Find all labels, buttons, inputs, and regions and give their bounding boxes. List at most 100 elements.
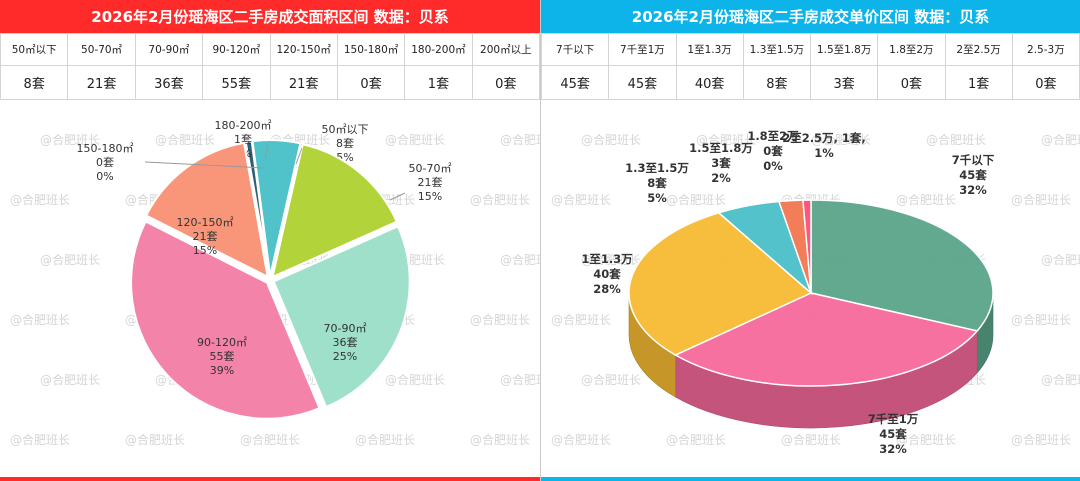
slice-label-line: 36套	[333, 336, 358, 349]
price-count-cell-3: 8套	[742, 65, 812, 100]
area-table-header-row: 50㎡以下 50-70㎡ 70-90㎡ 90-120㎡ 120-150㎡ 150-180㎡…	[0, 33, 540, 66]
slice-label-line: 90-120㎡	[197, 336, 247, 349]
watermark-text: @合肥班长	[666, 432, 726, 447]
price-header-cell-1: 7千至1万	[608, 33, 677, 66]
slice-label-line: 70-90㎡	[324, 322, 367, 335]
panel-divider	[540, 0, 541, 481]
slice-label-line: 21套	[193, 230, 218, 243]
watermark-text: @合肥班长	[470, 192, 530, 207]
watermark-text: @合肥班长	[40, 252, 100, 267]
slice-label-line: 1至1.3万	[581, 252, 633, 266]
area-header-cell-7: 200㎡以上	[471, 33, 540, 66]
slice-label-line: 3套	[711, 156, 731, 170]
area-count-cell-2: 36套	[134, 65, 204, 100]
area-panel: 2026年2月份瑶海区二手房成交面积区间 数据：贝系 50㎡以下 50-70㎡ 70…	[0, 0, 540, 481]
pie-slice	[628, 211, 813, 356]
slice-label-line: 25%	[333, 350, 357, 363]
price-count-cell-7: 0套	[1011, 65, 1080, 100]
area-table: 50㎡以下 50-70㎡ 70-90㎡ 90-120㎡ 120-150㎡ 150-180㎡…	[0, 33, 540, 100]
slice-label-line: 8套	[647, 176, 667, 190]
price-table: 7千以下 7千至1万 1至1.3万 1.3至1.5万 1.5至1.8万 1.8至2万 2至2…	[541, 33, 1080, 100]
watermark-text: @合肥班长	[666, 192, 726, 207]
leader-line	[295, 147, 303, 165]
price-table-header-row: 7千以下 7千至1万 1至1.3万 1.3至1.5万 1.5至1.8万 1.8至2万 2至2…	[541, 33, 1080, 66]
price-header-cell-2: 1至1.3万	[675, 33, 744, 66]
slice-label-line: 1%	[814, 146, 834, 160]
slice-label-line: 28%	[593, 282, 621, 296]
slice-label-line: 32%	[879, 442, 907, 456]
area-header-cell-3: 90-120㎡	[202, 33, 271, 66]
watermark-text: @合肥班长	[1041, 132, 1080, 147]
area-header-cell-2: 70-90㎡	[134, 33, 204, 66]
price-count-cell-5: 0套	[877, 65, 946, 100]
watermark-text: @合肥班长	[10, 312, 70, 327]
slice-label-line: 2%	[711, 171, 731, 185]
watermark-text: @合肥班长	[40, 372, 100, 387]
slice-label-line: 50-70㎡	[409, 162, 452, 175]
watermark-text: @合肥班长	[781, 432, 841, 447]
slice-label-line: 180-200㎡	[215, 119, 272, 132]
price-header-cell-3: 1.3至1.5万	[742, 33, 812, 66]
slice-label-line: 7千至1万	[868, 412, 919, 426]
watermark-text: @合肥班长	[500, 372, 540, 387]
price-panel: 2026年2月份瑶海区二手房成交单价区间 数据：贝系 7千以下 7千至1万 1至1.…	[541, 0, 1080, 481]
watermark-text: @合肥班长	[581, 372, 641, 387]
slice-label-line: 45套	[879, 427, 907, 441]
slice-label-line: 7千以下	[952, 153, 995, 167]
area-header-cell-6: 180-200㎡	[404, 33, 473, 66]
watermark-text: @合肥班长	[500, 132, 540, 147]
pie-slice	[272, 224, 411, 409]
price-count-cell-6: 1套	[944, 65, 1013, 100]
watermark-text: @合肥班长	[581, 252, 641, 267]
area-pie-chart: @合肥班长 @合肥班长 @合肥班长 @合肥班长 @合肥班长 @合肥班长 @合肥班长 @合肥班长…	[10, 119, 540, 447]
watermark-text: @合肥班长	[1011, 432, 1071, 447]
watermark-text: @合肥班长	[10, 192, 70, 207]
area-count-cell-6: 1套	[404, 65, 473, 100]
slice-label-line: 0套	[96, 156, 114, 169]
slice-label-line: 1.3至1.5万	[625, 161, 689, 175]
watermark-text: @合肥班长	[470, 432, 530, 447]
slice-label-line: 50㎡以下	[322, 123, 369, 136]
area-header-cell-1: 50-70㎡	[67, 33, 136, 66]
price-pie-chart: @合肥班长 @合肥班长 @合肥班长 @合肥班长 @合肥班长 @合肥班长 @合肥班长 @合肥班长…	[551, 129, 1080, 456]
watermark-text: @合肥班长	[811, 132, 871, 147]
price-count-cell-4: 3套	[809, 65, 879, 100]
slice-label-line: 32%	[959, 183, 987, 197]
slice-label-line: 15%	[418, 190, 442, 203]
watermark-text: @合肥班长	[926, 132, 986, 147]
area-header-cell-4: 120-150㎡	[269, 33, 338, 66]
area-count-cell-7: 0套	[471, 65, 540, 100]
watermark-text: @合肥班长	[155, 132, 215, 147]
watermark-text: @合肥班长	[896, 192, 956, 207]
area-header-cell-5: 150-180㎡	[336, 33, 406, 66]
watermark-text: @合肥班长	[385, 132, 445, 147]
slice-label-line: 1.5至1.8万	[689, 141, 753, 155]
pie-slice	[802, 199, 812, 294]
area-header-cell-0: 50㎡以下	[0, 33, 69, 66]
area-title: 2026年2月份瑶海区二手房成交面积区间 数据：贝系	[0, 0, 540, 33]
slice-label-line: 0套	[763, 144, 783, 158]
price-table-value-row: 45套 45套 40套 8套 3套 0套 1套 0套	[541, 65, 1080, 100]
leader-line	[389, 192, 406, 201]
watermark-text: @合肥班长	[355, 432, 415, 447]
slice-label-line: 5%	[647, 191, 667, 205]
slice-label-line: 55套	[210, 350, 235, 363]
watermark-text: @合肥班长	[500, 252, 540, 267]
watermark-text: @合肥班长	[385, 372, 445, 387]
pie-slice	[251, 139, 302, 277]
watermark-text: @合肥班长	[10, 432, 70, 447]
watermark-text: @合肥班长	[896, 432, 956, 447]
slice-label-line: 2至2.5万, 1套,	[782, 131, 866, 145]
area-table-value-row: 8套 21套 36套 55套 21套 0套 1套 0套	[0, 65, 540, 100]
